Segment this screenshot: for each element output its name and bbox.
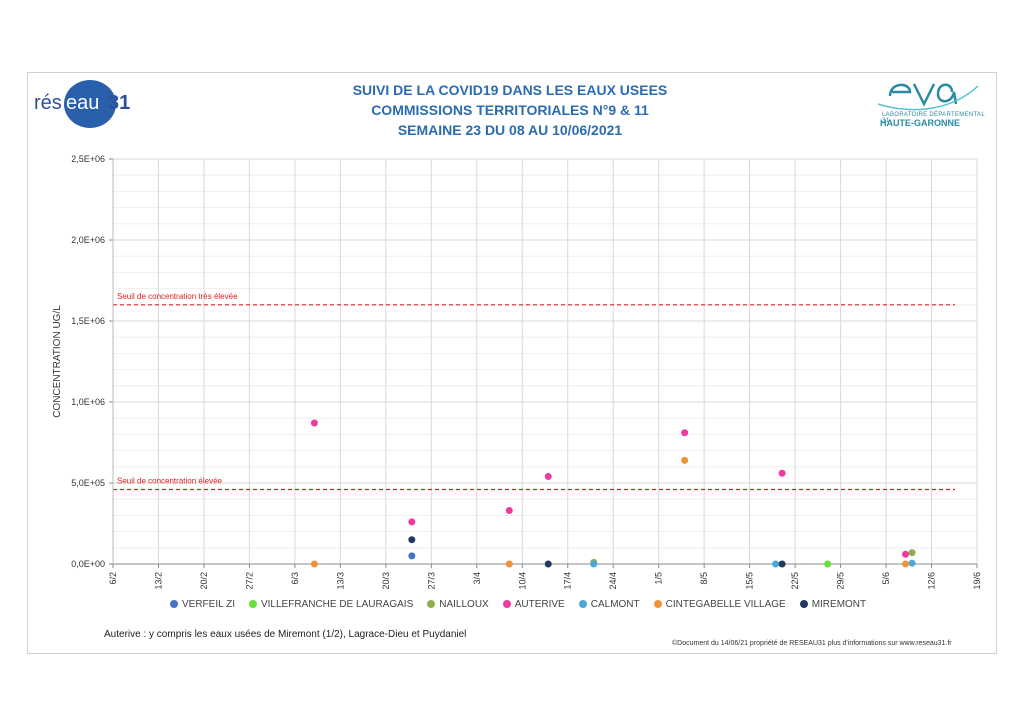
data-point-villefranche-de-lauragais bbox=[824, 560, 832, 568]
legend-marker bbox=[578, 600, 587, 608]
data-point-auterive bbox=[778, 469, 786, 477]
legend-item-villefranche-de-lauragais: VILLEFRANCHE DE LAURAGAIS bbox=[248, 599, 414, 610]
legend-label: VERFEIL ZI bbox=[182, 599, 235, 610]
x-tick-label: 22/5 bbox=[790, 572, 800, 590]
x-tick-label: 10/4 bbox=[517, 572, 527, 590]
y-tick-label: 1,0E+06 bbox=[71, 397, 105, 407]
threshold-label: Seuil de concentration très élevée bbox=[117, 292, 238, 301]
data-point-cintegabelle-village bbox=[505, 560, 513, 568]
data-point-cintegabelle-village bbox=[681, 456, 689, 464]
legend-item-calmont: CALMONT bbox=[578, 599, 640, 610]
legend-marker bbox=[427, 600, 436, 608]
reseau31-logo: rés eau 31 bbox=[34, 80, 130, 128]
x-tick-label: 27/3 bbox=[426, 572, 436, 590]
data-point-calmont bbox=[908, 559, 916, 567]
footnote: Auterive : y compris les eaux usées de M… bbox=[104, 629, 467, 640]
data-point-calmont bbox=[772, 560, 780, 568]
logo-subtitle: LABORATOIRE DÉPARTEMENTAL 31 bbox=[882, 112, 985, 124]
logo-bubble bbox=[64, 80, 116, 128]
y-tick-label: 5,0E+05 bbox=[71, 478, 105, 488]
y-tick-label: 2,0E+06 bbox=[71, 235, 105, 245]
legend-marker bbox=[248, 600, 257, 608]
logo-text-part3: 31 bbox=[108, 92, 131, 114]
data-point-verfeil-zi bbox=[408, 552, 416, 560]
legend-item-verfeil-zi: VERFEIL ZI bbox=[170, 599, 235, 610]
legend-marker bbox=[170, 600, 178, 608]
legend-item-nailloux: NAILLOUX bbox=[427, 599, 489, 610]
title-line-2: COMMISSIONS TERRITORIALES N°9 & 11 bbox=[371, 102, 649, 118]
copyright-notice: ©Document du 14/06/21 propriété de RESEA… bbox=[672, 640, 952, 647]
data-point-nailloux bbox=[908, 549, 916, 557]
threshold-layer: Seuil de concentration très élevée Seuil … bbox=[113, 292, 955, 491]
x-tick-label: 24/4 bbox=[608, 572, 618, 590]
x-tick-label: 20/3 bbox=[381, 572, 391, 590]
legend-label: NAILLOUX bbox=[439, 599, 489, 610]
data-point-miremont bbox=[778, 560, 786, 568]
threshold-label: Seuil de concentration élevée bbox=[117, 476, 223, 485]
x-tick-label: 1/5 bbox=[654, 572, 664, 585]
legend-label: CALMONT bbox=[590, 599, 640, 610]
data-point-auterive bbox=[310, 419, 318, 427]
eva-logo: LABORATOIRE DÉPARTEMENTAL 31 HAUTE-GARON… bbox=[860, 74, 990, 130]
x-tick-label: 6/2 bbox=[108, 572, 118, 585]
x-tick-label: 13/3 bbox=[335, 572, 345, 590]
data-point-miremont bbox=[408, 536, 416, 544]
data-point-miremont bbox=[544, 560, 552, 568]
data-point-auterive bbox=[902, 550, 910, 558]
legend-label: MIREMONT bbox=[811, 599, 867, 610]
x-tick-label: 20/2 bbox=[199, 572, 209, 590]
data-point-calmont bbox=[590, 560, 598, 568]
x-tick-label: 17/4 bbox=[563, 572, 573, 590]
legend-item-auterive: AUTERIVE bbox=[502, 599, 565, 610]
y-tick-label: 0,0E+00 bbox=[71, 559, 105, 569]
legend-label: VILLEFRANCHE DE LAURAGAIS bbox=[260, 599, 414, 610]
data-point-auterive bbox=[505, 507, 513, 515]
x-tick-label: 12/6 bbox=[927, 572, 937, 590]
legend-item-miremont: MIREMONT bbox=[799, 599, 867, 610]
x-tick-label: 19/6 bbox=[972, 572, 982, 590]
data-point-auterive bbox=[408, 518, 416, 526]
data-point-cintegabelle-village bbox=[310, 560, 318, 568]
legend-label: AUTERIVE bbox=[514, 599, 565, 610]
logo-text-part1: rés bbox=[34, 92, 62, 114]
y-tick-label: 1,5E+06 bbox=[71, 316, 105, 326]
legend-marker bbox=[653, 600, 662, 608]
y-axis-label: CONCENTRATION UG/L bbox=[52, 305, 63, 418]
logo-text-part2: eau bbox=[66, 92, 100, 114]
title-line-3: SEMAINE 23 DU 08 AU 10/06/2021 bbox=[397, 122, 623, 138]
chart-title: SUIVI DE LA COVID19 DANS LES EAUX USEES … bbox=[250, 80, 770, 140]
report-frame bbox=[27, 72, 997, 654]
x-tick-label: 13/2 bbox=[153, 572, 163, 590]
legend-marker bbox=[799, 600, 808, 608]
axis-layer: 0,0E+00 5,0E+05 1,0E+06 1,5E+06 2,0E+06 2,5E+… bbox=[52, 154, 982, 590]
x-tick-label: 15/5 bbox=[745, 572, 755, 590]
logo-department: HAUTE-GARONNE bbox=[880, 118, 960, 128]
data-point-auterive bbox=[681, 429, 689, 437]
legend-label: CINTEGABELLE VILLAGE bbox=[665, 599, 786, 610]
data-point-auterive bbox=[544, 473, 552, 481]
eva-logo-mark bbox=[877, 83, 979, 111]
title-line-1: SUIVI DE LA COVID19 DANS LES EAUX USEES bbox=[352, 82, 668, 98]
x-tick-label: 29/5 bbox=[836, 572, 846, 590]
x-tick-label: 5/6 bbox=[881, 572, 891, 585]
points-layer bbox=[310, 419, 916, 568]
grid-layer bbox=[112, 158, 978, 565]
data-point-cintegabelle-village bbox=[902, 560, 910, 568]
y-tick-label: 2,5E+06 bbox=[71, 154, 105, 164]
legend-marker bbox=[502, 600, 511, 608]
x-tick-label: 3/4 bbox=[472, 572, 482, 585]
legend-item-cintegabelle-village: CINTEGABELLE VILLAGE bbox=[653, 599, 786, 610]
x-tick-label: 27/2 bbox=[244, 572, 254, 590]
x-tick-label: 6/3 bbox=[290, 572, 300, 585]
x-tick-label: 8/5 bbox=[699, 572, 709, 585]
chart-legend: VERFEIL ZI VILLEFRANCHE DE LAURAGAIS NAILL… bbox=[170, 599, 880, 615]
